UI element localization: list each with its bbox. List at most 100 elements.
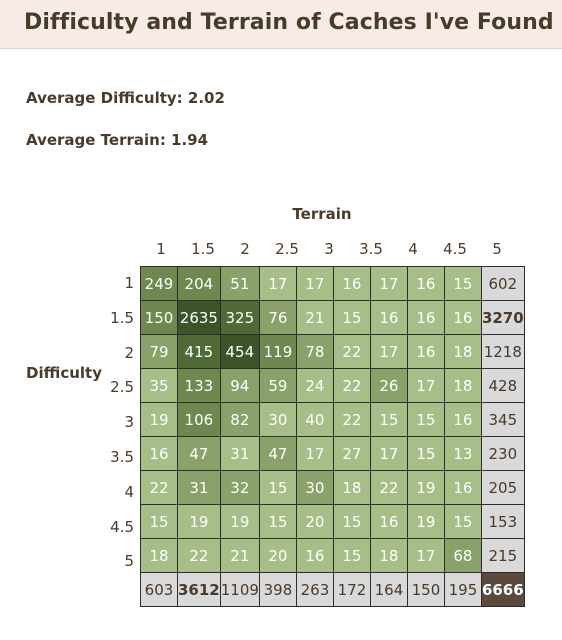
grid-cell: 18 bbox=[443, 334, 482, 369]
row-total: 230 bbox=[480, 436, 525, 471]
difficulty-header-1: 1 bbox=[124, 274, 134, 292]
row-total: 1218 bbox=[480, 334, 525, 369]
grid-cell: 27 bbox=[332, 436, 371, 471]
grid-cell: 47 bbox=[258, 436, 297, 471]
terrain-header-5: 5 bbox=[492, 240, 502, 258]
grid-cell: 2635 bbox=[177, 300, 221, 335]
column-total: 3612 bbox=[177, 572, 221, 607]
grid-cell: 26 bbox=[369, 368, 408, 403]
grid-cell: 16 bbox=[295, 538, 334, 573]
column-total: 263 bbox=[295, 572, 334, 607]
grid-cell: 415 bbox=[177, 334, 221, 369]
grid-cell: 18 bbox=[443, 368, 482, 403]
grid-cell: 17 bbox=[406, 538, 445, 573]
terrain-header-3-5: 3.5 bbox=[359, 240, 383, 258]
terrain-header-1-5: 1.5 bbox=[191, 240, 215, 258]
row-total: 345 bbox=[480, 402, 525, 437]
grid-row: 150 2635 325 76 21 15 16 16 16 3270 bbox=[140, 300, 525, 335]
terrain-header-1: 1 bbox=[156, 240, 166, 258]
average-terrain: Average Terrain: 1.94 bbox=[26, 131, 209, 149]
grid-cell: 32 bbox=[219, 470, 260, 505]
grid-cell: 31 bbox=[177, 470, 221, 505]
grand-total: 6666 bbox=[480, 572, 525, 607]
grid-cell: 51 bbox=[219, 266, 260, 301]
difficulty-header-1-5: 1.5 bbox=[110, 308, 134, 327]
grid-row: 79 415 454 119 78 22 17 16 18 1218 bbox=[140, 334, 525, 369]
grid-cell: 17 bbox=[258, 266, 297, 301]
grid-cell: 79 bbox=[140, 334, 178, 369]
grid-cell: 30 bbox=[258, 402, 297, 437]
grid-cell: 47 bbox=[177, 436, 221, 471]
grid-cell: 19 bbox=[406, 504, 445, 539]
column-total: 172 bbox=[332, 572, 371, 607]
grid-cell: 16 bbox=[140, 436, 178, 471]
grid-cell: 22 bbox=[369, 470, 408, 505]
grid-cell: 22 bbox=[140, 470, 178, 505]
grid-cell: 19 bbox=[140, 402, 178, 437]
difficulty-terrain-grid: 249 204 51 17 17 16 17 16 15 602 150 2635 325 76 21 15 1… bbox=[140, 266, 525, 607]
row-total: 215 bbox=[480, 538, 525, 573]
grid-cell: 16 bbox=[369, 300, 408, 335]
grid-cell: 106 bbox=[177, 402, 221, 437]
difficulty-axis-title: Difficulty bbox=[26, 364, 102, 382]
column-total: 603 bbox=[140, 572, 178, 607]
terrain-header-4: 4 bbox=[408, 240, 418, 258]
grid-cell: 18 bbox=[332, 470, 371, 505]
terrain-axis-title: Terrain bbox=[292, 205, 352, 223]
difficulty-header-2: 2 bbox=[124, 343, 134, 362]
grid-cell: 15 bbox=[369, 402, 408, 437]
grid-cell: 21 bbox=[295, 300, 334, 335]
grid-cell: 15 bbox=[332, 538, 371, 573]
grid-cell: 18 bbox=[140, 538, 178, 573]
difficulty-header-3-5: 3.5 bbox=[110, 448, 134, 466]
grid-cell: 13 bbox=[443, 436, 482, 471]
grid-cell: 15 bbox=[406, 436, 445, 471]
page-header: Difficulty and Terrain of Caches I've Fo… bbox=[0, 0, 562, 49]
terrain-header-3: 3 bbox=[324, 240, 334, 258]
grid-cell: 16 bbox=[443, 300, 482, 335]
row-total: 3270 bbox=[480, 300, 525, 335]
grid-row: 249 204 51 17 17 16 17 16 15 602 bbox=[140, 266, 525, 301]
grid-cell: 82 bbox=[219, 402, 260, 437]
grid-cell: 68 bbox=[443, 538, 482, 573]
grid-cell: 24 bbox=[295, 368, 334, 403]
grid-cell: 18 bbox=[369, 538, 408, 573]
grid-cell: 204 bbox=[177, 266, 221, 301]
grid-cell: 78 bbox=[295, 334, 334, 369]
difficulty-header-3: 3 bbox=[124, 413, 134, 432]
grid-cell: 17 bbox=[369, 266, 408, 301]
grid-cell: 76 bbox=[258, 300, 297, 335]
grid-cell: 19 bbox=[406, 470, 445, 505]
grid-cell: 17 bbox=[369, 436, 408, 471]
grid-cell: 17 bbox=[406, 368, 445, 403]
grid-cell: 19 bbox=[177, 504, 221, 539]
grid-cell: 15 bbox=[406, 402, 445, 437]
grid-row: 22 31 32 15 30 18 22 19 16 205 bbox=[140, 470, 525, 505]
column-total: 150 bbox=[406, 572, 445, 607]
column-total: 164 bbox=[369, 572, 408, 607]
grid-cell: 454 bbox=[219, 334, 260, 369]
difficulty-header-5: 5 bbox=[124, 552, 134, 571]
grid-cell: 15 bbox=[258, 504, 297, 539]
grid-cell: 20 bbox=[295, 504, 334, 539]
grid-row: 18 22 21 20 16 15 18 17 68 215 bbox=[140, 538, 525, 573]
terrain-header-4-5: 4.5 bbox=[443, 240, 467, 258]
grid-cell: 133 bbox=[177, 368, 221, 403]
grid-cell: 17 bbox=[369, 334, 408, 369]
column-total: 398 bbox=[258, 572, 297, 607]
grid-cell: 16 bbox=[406, 266, 445, 301]
difficulty-header-2-5: 2.5 bbox=[110, 378, 134, 397]
row-total: 602 bbox=[480, 266, 525, 301]
grid-row: 19 106 82 30 40 22 15 15 16 345 bbox=[140, 402, 525, 437]
grid-cell: 16 bbox=[406, 300, 445, 335]
difficulty-header-4: 4 bbox=[124, 482, 134, 501]
column-totals-row: 603 3612 1109 398 263 172 164 150 195 6666 bbox=[140, 572, 525, 607]
grid-cell: 59 bbox=[258, 368, 297, 403]
page-title: Difficulty and Terrain of Caches I've Fo… bbox=[24, 10, 554, 35]
column-total: 1109 bbox=[219, 572, 260, 607]
grid-row: 16 47 31 47 17 27 17 15 13 230 bbox=[140, 436, 525, 471]
grid-cell: 19 bbox=[219, 504, 260, 539]
row-total: 205 bbox=[480, 470, 525, 505]
grid-cell: 16 bbox=[406, 334, 445, 369]
grid-cell: 22 bbox=[332, 334, 371, 369]
